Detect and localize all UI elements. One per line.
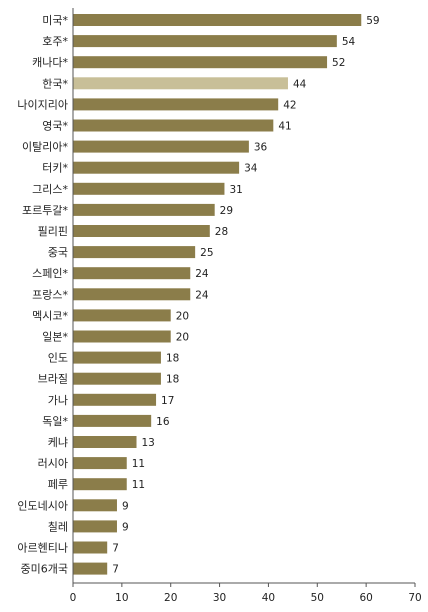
category-label: 아르헨티나 xyxy=(17,542,68,555)
category-label: 중국 xyxy=(48,246,68,259)
bar xyxy=(73,288,191,301)
bar xyxy=(73,478,127,491)
x-tick-label: 60 xyxy=(359,592,372,604)
x-tick-label: 0 xyxy=(70,592,77,604)
category-label: 나이지리아 xyxy=(17,98,68,111)
bar xyxy=(73,330,171,343)
x-axis: 0 10 20 30 40 50 60 70 xyxy=(70,8,422,604)
bar xyxy=(73,246,196,259)
bar xyxy=(73,457,127,470)
value-label: 24 xyxy=(195,289,209,301)
bar xyxy=(73,225,210,237)
x-tick-label: 10 xyxy=(115,592,128,604)
value-label: 11 xyxy=(132,458,145,470)
category-label: 터키* xyxy=(42,162,68,175)
category-label: 영국* xyxy=(42,120,68,133)
bar xyxy=(73,436,137,448)
category-label: 인도네시아 xyxy=(17,499,68,512)
bar xyxy=(73,309,171,322)
bar xyxy=(73,140,249,153)
bar xyxy=(73,98,279,111)
bar xyxy=(73,119,274,132)
value-label: 42 xyxy=(283,99,296,111)
bar xyxy=(73,14,362,26)
bar xyxy=(73,393,157,406)
x-tick-label: 70 xyxy=(408,592,421,604)
value-label: 41 xyxy=(278,121,291,133)
bar xyxy=(73,182,225,195)
bar xyxy=(73,499,117,512)
bar xyxy=(73,372,161,385)
value-label: 24 xyxy=(195,268,209,280)
value-label: 20 xyxy=(176,332,189,344)
x-tick-label: 20 xyxy=(164,592,177,604)
bar xyxy=(73,541,108,554)
value-label: 9 xyxy=(122,521,129,533)
value-label: 52 xyxy=(332,57,345,69)
bar xyxy=(73,520,117,533)
category-label: 미국* xyxy=(42,14,68,27)
category-label: 이탈리아* xyxy=(22,141,68,154)
value-label: 7 xyxy=(112,543,119,555)
bars-group: 미국* 59 호주* 54 캐나다* 52 한국* 44 나이지리아 42 영국* 41 이탈리아* 36… xyxy=(17,14,380,576)
value-label: 31 xyxy=(229,184,242,196)
category-label: 러시아 xyxy=(38,457,68,470)
value-label: 34 xyxy=(244,163,258,175)
bar xyxy=(73,35,337,48)
bar xyxy=(73,203,215,216)
value-label: 36 xyxy=(254,142,268,154)
bar xyxy=(73,351,161,364)
value-label: 13 xyxy=(142,437,155,449)
category-label: 가나 xyxy=(48,394,68,407)
value-label: 20 xyxy=(176,310,189,322)
bar xyxy=(73,161,240,174)
category-label: 케냐 xyxy=(48,436,68,449)
bar xyxy=(73,562,108,575)
x-tick-label: 50 xyxy=(311,592,324,604)
value-label: 25 xyxy=(200,247,213,259)
value-label: 28 xyxy=(215,226,228,238)
category-label: 중미6개국 xyxy=(21,563,68,576)
category-label: 일본* xyxy=(42,330,68,344)
value-label: 44 xyxy=(293,78,307,90)
value-label: 18 xyxy=(166,374,179,386)
category-label: 페루 xyxy=(48,478,68,491)
category-label: 브라질 xyxy=(38,373,68,386)
category-label: 프랑스* xyxy=(32,288,68,301)
value-label: 59 xyxy=(366,15,379,27)
category-label: 스페인* xyxy=(32,267,68,280)
category-label: 인도 xyxy=(48,352,68,365)
category-label: 칠레 xyxy=(48,520,68,533)
x-tick-label: 40 xyxy=(262,592,275,604)
category-label: 한국* xyxy=(42,77,68,90)
value-label: 17 xyxy=(161,395,174,407)
category-label: 그리스* xyxy=(32,183,68,196)
category-label: 독일* xyxy=(42,414,68,428)
x-tick-label: 30 xyxy=(213,592,226,604)
category-label: 포르투갈* xyxy=(22,203,68,217)
bar xyxy=(73,77,288,90)
category-label: 멕시코* xyxy=(32,309,68,322)
value-label: 54 xyxy=(342,36,356,48)
value-label: 29 xyxy=(220,205,233,217)
value-label: 16 xyxy=(156,416,170,428)
bar xyxy=(73,267,191,280)
value-label: 18 xyxy=(166,353,179,365)
category-label: 호주* xyxy=(42,35,68,48)
category-label: 캐나다* xyxy=(32,56,68,69)
bar xyxy=(73,414,152,427)
value-label: 11 xyxy=(132,479,145,491)
category-label: 필리핀 xyxy=(38,225,68,238)
value-label: 9 xyxy=(122,500,129,512)
value-label: 7 xyxy=(112,564,119,576)
bar xyxy=(73,56,328,69)
